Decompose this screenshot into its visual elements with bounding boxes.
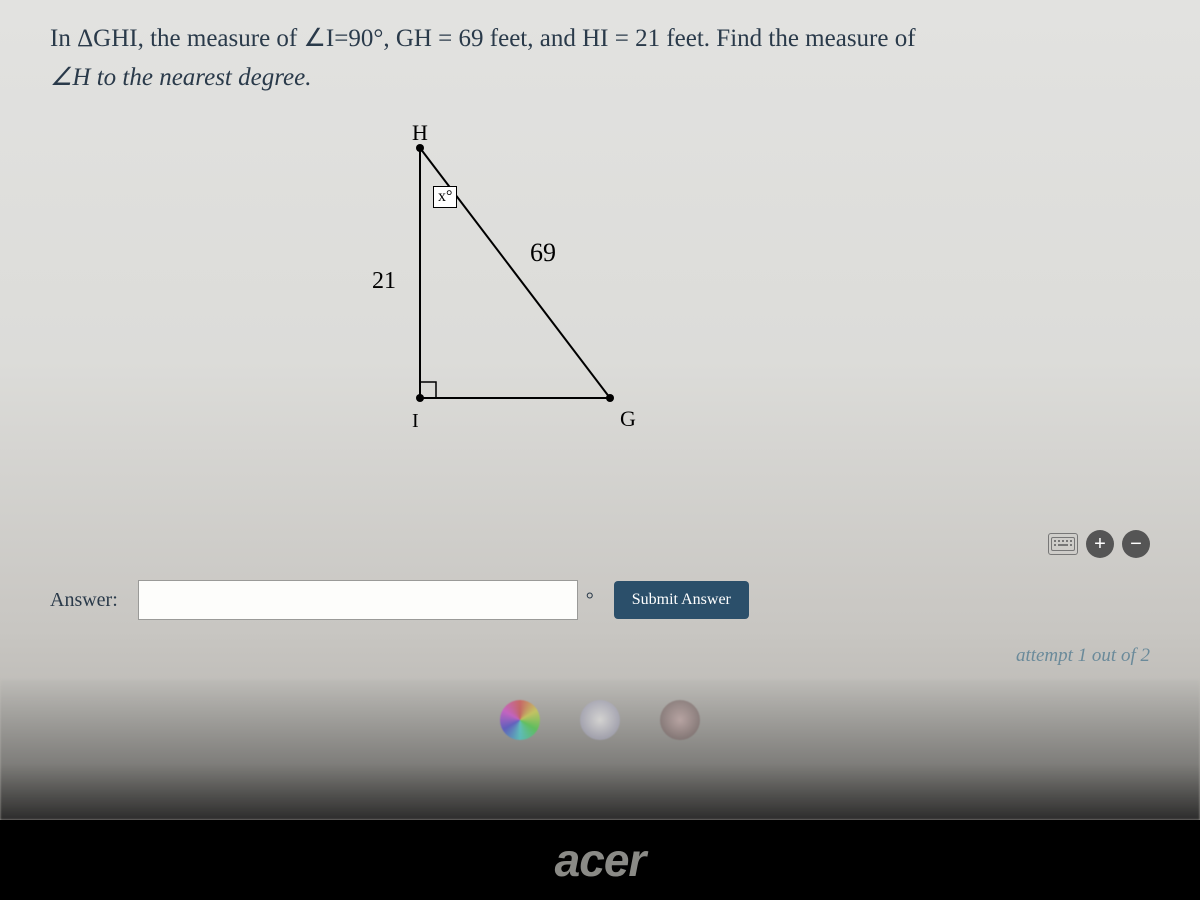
keyboard-icon[interactable] [1048, 533, 1078, 555]
reflect-icon [660, 700, 700, 740]
reflect-icon [500, 700, 540, 740]
vertex-label-i: I [412, 410, 419, 433]
answer-input[interactable] [138, 580, 578, 620]
answer-label: Answer: [50, 589, 118, 612]
screen: In ΔGHI, the measure of ∠I=90°, GH = 69 … [0, 0, 1200, 900]
vertex-label-h: H [412, 120, 428, 146]
taskbar-reflection [0, 700, 1200, 740]
question-block: In ΔGHI, the measure of ∠I=90°, GH = 69 … [50, 20, 1150, 458]
question-line-1: In ΔGHI, the measure of ∠I=90°, GH = 69 … [50, 20, 1150, 59]
triangle-figure: H I G 21 69 x° [300, 138, 660, 458]
angle-x-box: x° [433, 186, 457, 208]
zoom-out-button[interactable]: − [1122, 530, 1150, 558]
attempt-counter: attempt 1 out of 2 [1016, 645, 1150, 667]
submit-answer-button[interactable]: Submit Answer [614, 581, 749, 619]
side-label-hi: 21 [372, 268, 396, 295]
laptop-bezel: acer [0, 820, 1200, 900]
reflect-icon [580, 700, 620, 740]
question-line-2: ∠H to the nearest degree. [50, 59, 1150, 98]
toolbar: + − [50, 530, 1150, 558]
zoom-in-button[interactable]: + [1086, 530, 1114, 558]
triangle-svg [300, 138, 660, 438]
vertex-label-g: G [620, 406, 636, 432]
side-label-gh: 69 [530, 238, 556, 268]
degree-symbol: ° [586, 589, 594, 612]
acer-logo: acer [555, 833, 646, 887]
answer-row: Answer: ° Submit Answer [50, 580, 1150, 620]
